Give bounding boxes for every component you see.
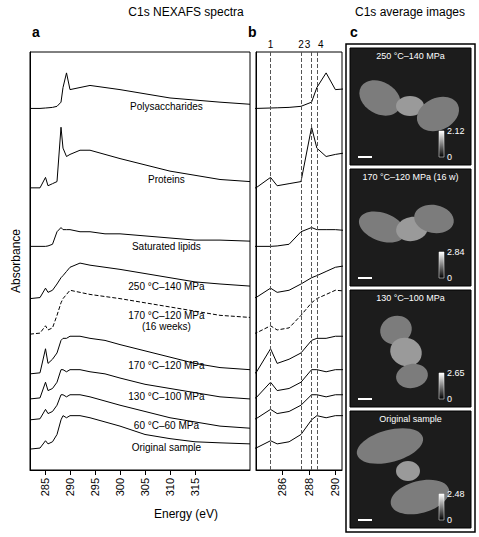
svg-text:Saturated lipids: Saturated lipids xyxy=(132,241,201,252)
svg-text:2.84: 2.84 xyxy=(447,247,465,257)
svg-text:305: 305 xyxy=(139,478,151,496)
svg-text:2.65: 2.65 xyxy=(447,368,465,378)
svg-text:170 °C–120 MPa: 170 °C–120 MPa xyxy=(128,360,205,371)
svg-text:Original sample: Original sample xyxy=(132,442,202,453)
svg-text:Energy (eV): Energy (eV) xyxy=(154,507,218,521)
svg-text:130 °C–100 MPa: 130 °C–100 MPa xyxy=(376,293,445,303)
svg-text:285: 285 xyxy=(39,478,51,496)
svg-text:170 °C–120 MPa: 170 °C–120 MPa xyxy=(128,310,205,321)
svg-text:a: a xyxy=(32,24,40,40)
svg-text:0: 0 xyxy=(447,273,452,283)
svg-text:0: 0 xyxy=(447,515,452,525)
svg-text:3: 3 xyxy=(305,39,311,50)
svg-text:4: 4 xyxy=(318,39,324,50)
svg-text:250 °C–140 MPa: 250 °C–140 MPa xyxy=(376,51,445,61)
svg-text:315: 315 xyxy=(189,478,201,496)
svg-text:286: 286 xyxy=(276,478,288,496)
svg-text:60 °C–60 MPa: 60 °C–60 MPa xyxy=(134,420,200,431)
svg-text:Absorbance: Absorbance xyxy=(9,229,23,293)
svg-text:Original sample: Original sample xyxy=(379,414,442,424)
svg-text:288: 288 xyxy=(303,478,315,496)
svg-text:c: c xyxy=(350,24,358,40)
svg-text:130 °C–100 MPa: 130 °C–100 MPa xyxy=(128,391,205,402)
svg-text:2.48: 2.48 xyxy=(447,489,465,499)
svg-text:b: b xyxy=(248,24,257,40)
svg-text:290: 290 xyxy=(64,478,76,496)
svg-text:Polysaccharides: Polysaccharides xyxy=(130,101,203,112)
svg-text:Proteins: Proteins xyxy=(148,174,185,185)
svg-text:310: 310 xyxy=(164,478,176,496)
svg-text:C1s average images: C1s average images xyxy=(355,5,465,19)
svg-text:1: 1 xyxy=(268,39,274,50)
svg-text:295: 295 xyxy=(89,478,101,496)
svg-text:250 °C–140 MPa: 250 °C–140 MPa xyxy=(128,281,205,292)
svg-text:300: 300 xyxy=(114,478,126,496)
svg-text:290: 290 xyxy=(329,478,341,496)
svg-text:2: 2 xyxy=(298,39,304,50)
svg-text:0: 0 xyxy=(447,152,452,162)
svg-text:170 °C–120 MPa (16 w): 170 °C–120 MPa (16 w) xyxy=(362,172,458,182)
svg-text:2.12: 2.12 xyxy=(447,126,465,136)
svg-text:0: 0 xyxy=(447,394,452,404)
svg-text:C1s NEXAFS spectra: C1s NEXAFS spectra xyxy=(128,5,244,19)
svg-text:(16 weeks): (16 weeks) xyxy=(142,321,191,332)
